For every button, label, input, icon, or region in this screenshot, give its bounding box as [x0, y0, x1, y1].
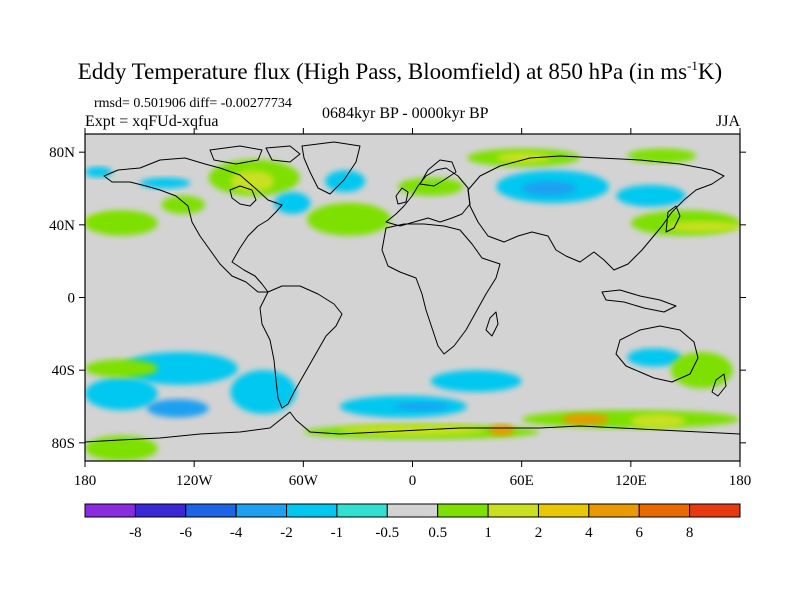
anomaly-region [139, 177, 191, 189]
colorbar-label: 6 [635, 525, 643, 541]
plot-title: Eddy Temperature flux (High Pass, Bloomf… [0, 58, 800, 85]
title-tail: K) [697, 59, 723, 84]
colorbar-swatch [185, 503, 237, 518]
colorbar-label: 2 [535, 525, 543, 541]
anomaly-region [430, 370, 522, 392]
colorbar-label: 1 [484, 525, 492, 541]
colorbar-swatch [134, 503, 187, 518]
colorbar-swatch [689, 503, 741, 518]
period-label: 0684kyr BP - 0000kyr BP [322, 105, 489, 122]
colorbar-label: -1 [331, 525, 344, 541]
colorbar-swatch [588, 503, 640, 518]
coast-new-zealand [711, 373, 727, 397]
colorbar-label: 4 [585, 525, 593, 541]
anomaly-region [670, 352, 733, 389]
colorbar-label: -4 [230, 525, 243, 541]
colorbar-swatch [235, 503, 288, 518]
anomaly-region [121, 352, 238, 385]
colorbar-swatch [386, 503, 439, 518]
anomaly-field [85, 148, 740, 461]
longitude-axis: 180 120W 60W 0 60E 120E 180 [74, 128, 752, 489]
anomaly-region [630, 413, 686, 429]
colorbar: -8 -6 -4 -2 -1 -0.5 0.5 1 2 4 6 8 [84, 503, 741, 541]
lat-tick-label: 80S [52, 436, 75, 452]
colorbar-label: -0.5 [375, 525, 399, 541]
lon-tick-label: 120E [615, 473, 647, 489]
colorbar-label: 0.5 [428, 525, 447, 541]
lon-tick-label: 120W [176, 473, 214, 489]
anomaly-region [667, 221, 740, 233]
coast-north-america [103, 157, 283, 293]
coast-hudson-bay [229, 185, 257, 207]
anomaly-region [561, 413, 609, 425]
colorbar-swatch [286, 503, 338, 518]
coast-antarctica [85, 411, 740, 443]
colorbar-swatch [537, 503, 590, 518]
lat-tick-label: 80N [49, 145, 75, 161]
anomaly-region [85, 435, 158, 461]
coast-british-isles [395, 187, 409, 205]
anomaly-region [521, 181, 577, 196]
anomaly-region [230, 370, 297, 414]
coast-asia [467, 155, 725, 271]
colorbar-label: 8 [686, 525, 694, 541]
lat-tick-label: 40N [49, 218, 75, 234]
coast-arctic-islands [209, 145, 301, 165]
colorbar-swatch [336, 503, 388, 518]
coast-madagascar [485, 311, 499, 337]
title-superscript: -1 [687, 58, 698, 73]
lon-tick-label: 180 [74, 473, 97, 489]
coast-africa [381, 223, 501, 355]
anomaly-region [496, 152, 551, 164]
coast-europe [385, 167, 471, 227]
anomaly-region [146, 399, 209, 418]
lon-tick-label: 180 [729, 473, 752, 489]
lon-tick-label: 60W [289, 473, 319, 489]
colorbar-swatch [487, 503, 539, 518]
coast-greenland [301, 141, 361, 195]
colorbar-label: -8 [129, 525, 142, 541]
colorbar-swatch [84, 503, 136, 518]
anomaly-region [488, 424, 515, 436]
anomaly-region [85, 166, 113, 178]
lat-tick-label: 0 [68, 291, 76, 307]
colorbar-swatch [638, 503, 691, 518]
lat-tick-label: 40S [52, 363, 75, 379]
coastline-outlines [85, 141, 740, 443]
coast-scandinavia [419, 159, 457, 187]
colorbar-swatch [437, 503, 489, 518]
season-label: JJA [715, 113, 740, 130]
anomaly-region [85, 359, 158, 378]
anomaly-region [306, 203, 391, 236]
title-main: Eddy Temperature flux (High Pass, Bloomf… [77, 59, 688, 84]
anomaly-region [85, 210, 158, 236]
anomaly-region [274, 192, 311, 214]
anomaly-region [521, 410, 740, 429]
coast-indonesia [601, 289, 677, 313]
latitude-axis: 80N 40N 0 40S 80S [49, 145, 746, 452]
colorbar-label: -2 [280, 525, 293, 541]
anomaly-region [394, 402, 449, 411]
experiment-label: Expt = xqFUd-xqfua [85, 113, 219, 130]
anomaly-region [85, 377, 158, 411]
lon-tick-label: 60E [510, 473, 534, 489]
colorbar-label: -6 [180, 525, 193, 541]
anomaly-region [161, 195, 206, 214]
anomaly-region [325, 170, 366, 193]
rmsd-diff-text: rmsd= 0.501906 diff= -0.00277734 [94, 96, 292, 111]
anomaly-region [627, 348, 682, 367]
anomaly-region [627, 148, 697, 164]
coast-australia [615, 325, 699, 383]
lon-tick-label: 0 [409, 473, 417, 489]
coast-south-america [259, 285, 343, 409]
coast-japan [665, 205, 681, 233]
anomaly-region [616, 184, 686, 207]
